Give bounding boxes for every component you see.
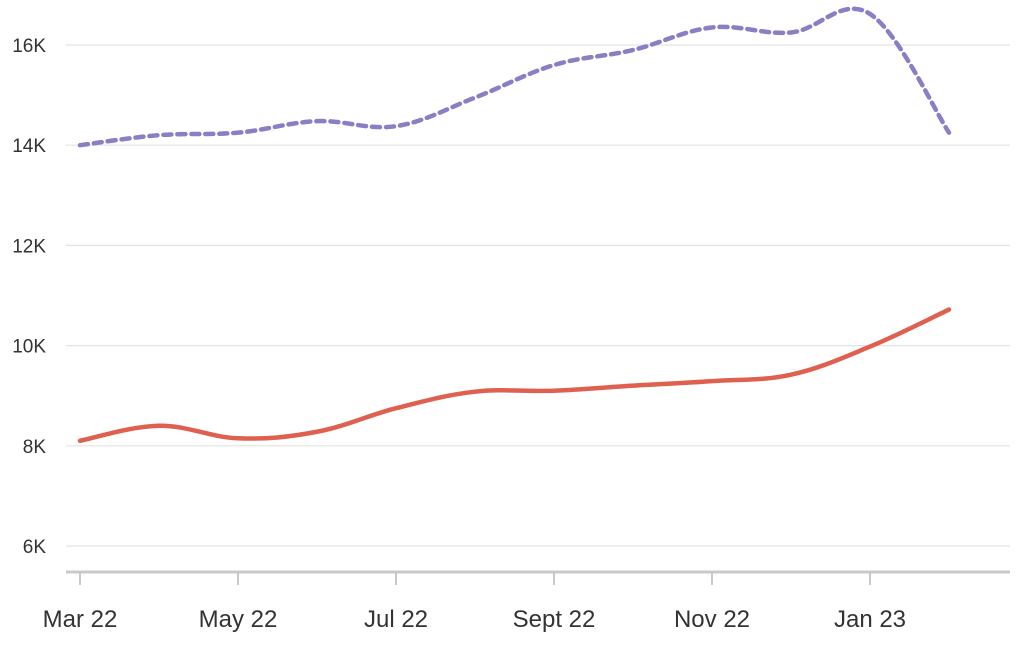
x-axis: Mar 22 May 22 Jul 22 Sept 22 Nov 22 Jan 23 <box>43 570 1010 633</box>
y-axis: 6K 8K 10K 12K 14K 16K <box>12 36 46 558</box>
x-tick-label: Jul 22 <box>364 606 428 633</box>
x-tick-label: Mar 22 <box>43 606 118 633</box>
series-line-2 <box>77 307 952 444</box>
y-tick-label: 6K <box>23 537 47 558</box>
y-tick-label: 10K <box>12 337 46 358</box>
y-tick-label: 16K <box>12 36 46 57</box>
y-tick-label: 12K <box>12 236 46 257</box>
series-lines <box>77 6 952 444</box>
y-tick-label: 8K <box>23 437 47 458</box>
x-tick-label: Jan 23 <box>834 606 906 633</box>
x-tick-label: Sept 22 <box>513 606 596 633</box>
y-tick-label: 14K <box>12 136 46 157</box>
series-line-1 <box>77 6 952 148</box>
x-tick-label: Nov 22 <box>674 606 750 633</box>
gridlines <box>66 44 1010 547</box>
x-tick-label: May 22 <box>199 606 278 633</box>
